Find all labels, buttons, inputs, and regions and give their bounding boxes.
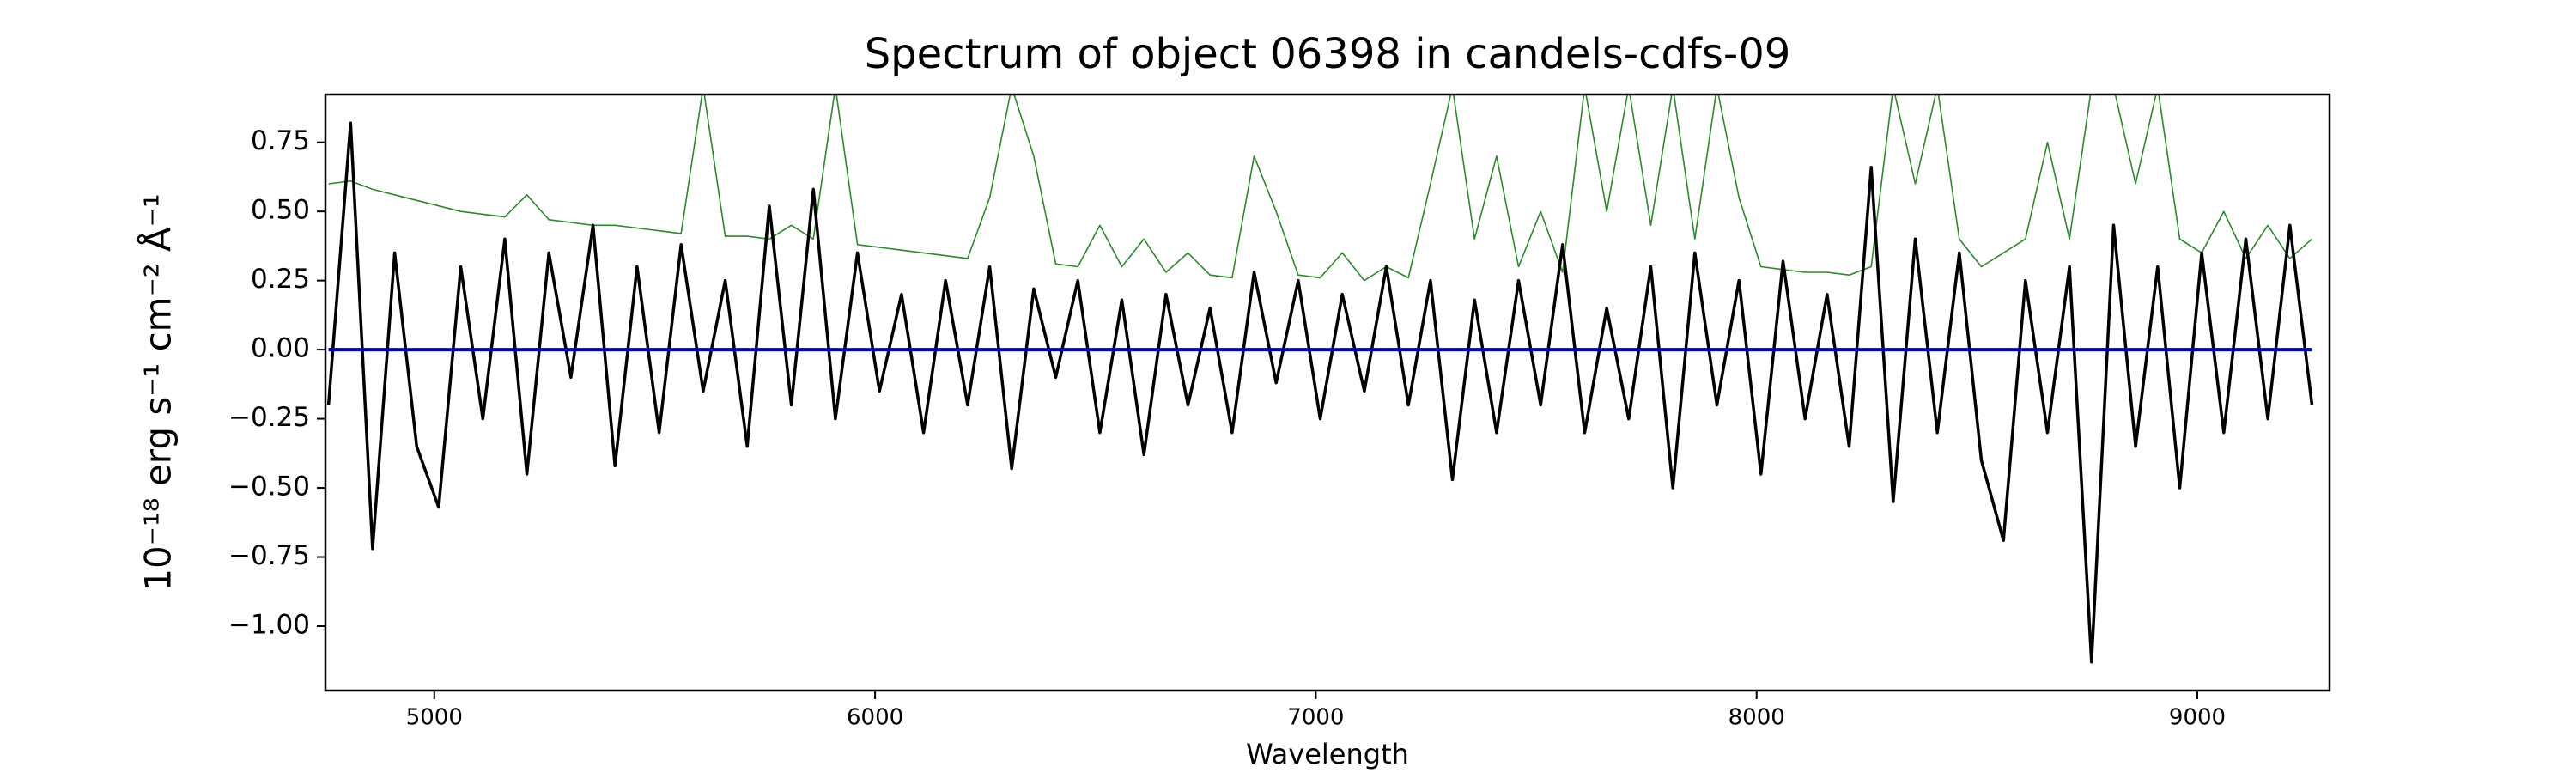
plot-area [326,94,2314,664]
x-tick-label: 5000 [406,705,463,731]
chart-title: Spectrum of object 06398 in candels-cdfs… [865,30,1791,78]
y-tick-label: −0.75 [228,540,310,571]
y-tick-label: 0.00 [251,333,310,364]
series-line [328,94,2313,282]
x-tick-label: 8000 [1728,705,1785,731]
y-tick-label: 0.50 [251,195,310,226]
y-tick-label: −0.50 [228,472,310,502]
x-tick-label: 9000 [2169,705,2226,731]
axes-frame [324,93,2331,692]
y-axis-label: 10⁻¹⁸ erg s⁻¹ cm⁻² Å⁻¹ [137,193,179,591]
x-tick-label: 6000 [847,705,903,731]
series-line [326,121,2314,664]
y-tick-label: −1.00 [228,609,310,640]
y-tick-label: −0.25 [228,402,310,433]
x-tick-label: 7000 [1287,705,1344,731]
x-axis-label: Wavelength [1246,738,1409,770]
y-tick-label: 0.75 [251,125,310,156]
y-tick-label: 0.25 [251,264,310,295]
